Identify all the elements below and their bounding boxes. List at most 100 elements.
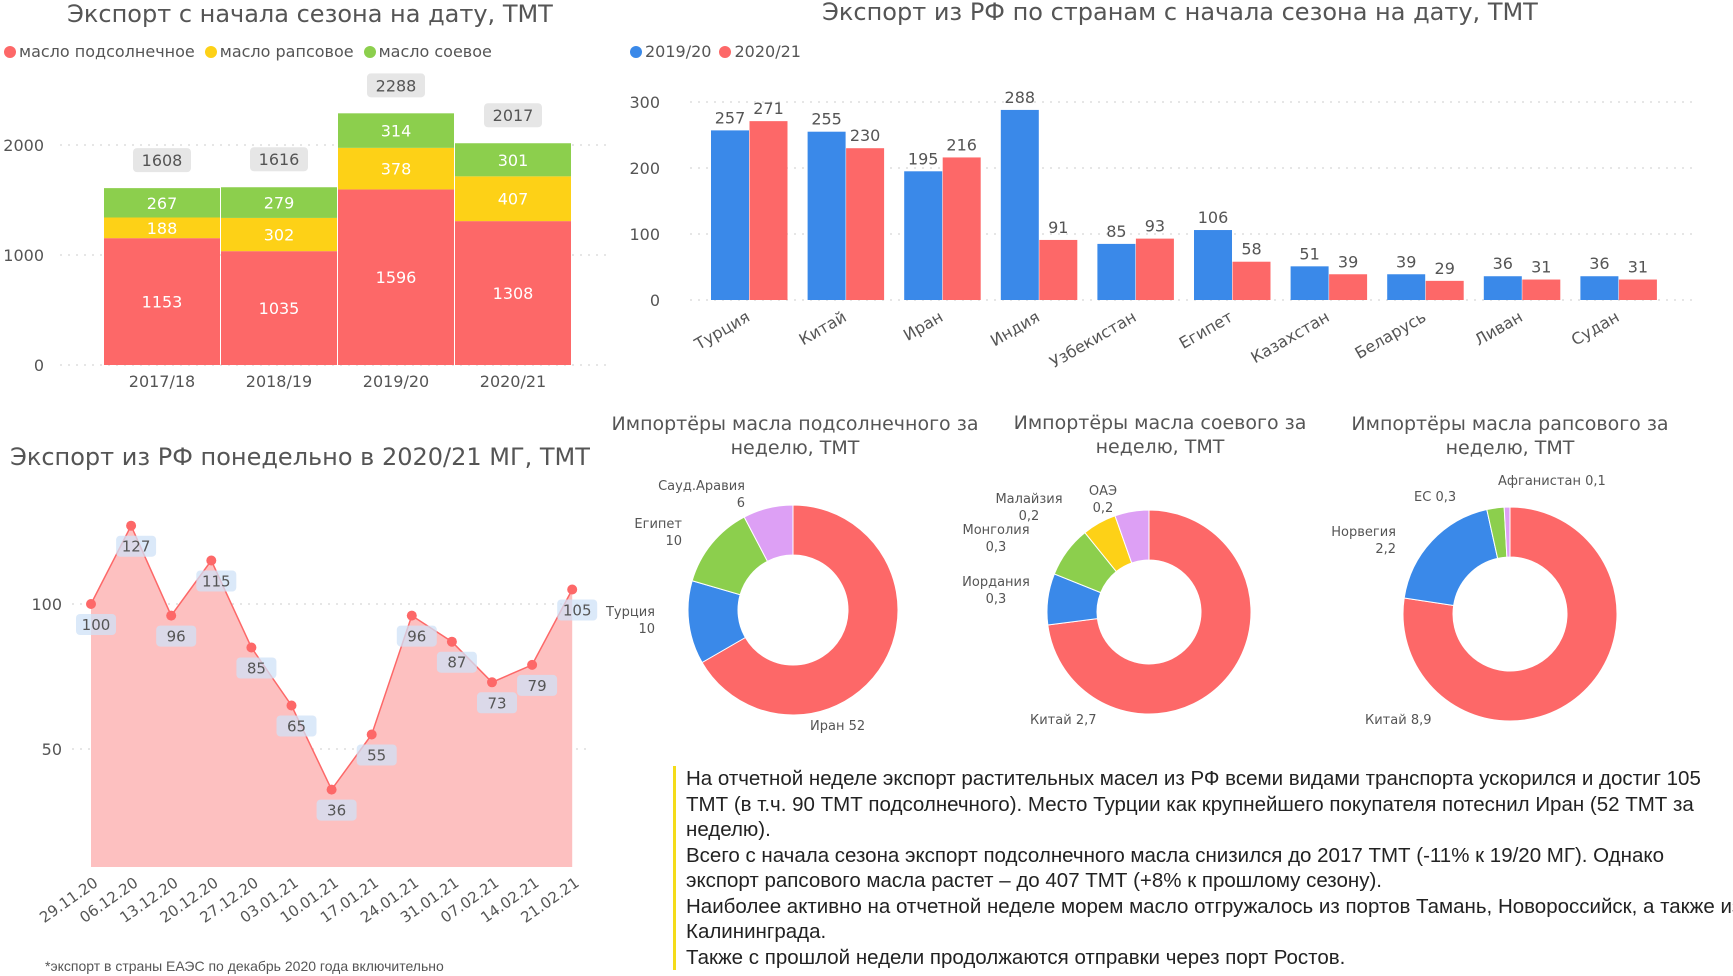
- data-point: [326, 784, 337, 795]
- data-point: [246, 642, 257, 653]
- slice-value: 0,2: [1092, 501, 1114, 516]
- donut-label: Сауд.Аравия 6: [620, 478, 745, 512]
- bar-value-label: 188: [147, 219, 178, 238]
- data-label-badge: [76, 614, 116, 635]
- bar-value-label: 36: [1493, 254, 1513, 273]
- bar-value-label: 216: [946, 135, 977, 154]
- x-tick-label: Казахстан: [1247, 307, 1332, 367]
- y-tick-label: 200: [629, 159, 660, 178]
- bar-value-label: 195: [908, 149, 939, 168]
- total-label: 1608: [142, 151, 183, 170]
- data-point: [567, 584, 578, 595]
- legend-item-2020-21: 2020/21: [719, 42, 801, 61]
- donut-title-rapeseed: Импортёры масла рапсового за неделю, ТМТ: [1351, 413, 1669, 459]
- slice-name: Монголия: [962, 523, 1030, 538]
- donut-label: Китай 8,9: [1365, 712, 1432, 729]
- bar: [1000, 109, 1039, 300]
- data-label: 36: [327, 802, 346, 820]
- bar: [1232, 261, 1271, 300]
- legend-label: 2020/21: [734, 42, 801, 61]
- x-tick-label: 2018/19: [246, 372, 312, 391]
- bar-value-label: 91: [1048, 218, 1068, 237]
- bar-segment: [455, 176, 571, 222]
- x-tick-label: Узбекистан: [1046, 307, 1139, 372]
- slice-name: Норвегия: [1331, 525, 1396, 540]
- bar: [807, 131, 846, 300]
- legend-label: масло подсолнечное: [19, 42, 195, 61]
- bar-value-label: 1596: [376, 268, 417, 287]
- data-point: [206, 555, 217, 566]
- bar: [1387, 274, 1426, 300]
- bar: [1425, 280, 1464, 300]
- bar: [1580, 276, 1619, 300]
- total-label: 2017: [493, 106, 534, 125]
- bar-segment: [338, 189, 454, 365]
- donut-label: Малайзия 0,2: [990, 491, 1068, 525]
- total-label: 1616: [259, 150, 300, 169]
- slice-value: 0,2: [1018, 509, 1040, 524]
- x-tick-label: Индия: [987, 307, 1043, 350]
- donut-slice: [1114, 509, 1150, 564]
- slice-value: 6: [736, 496, 745, 511]
- data-label-badge: [477, 692, 517, 714]
- data-point: [166, 610, 177, 621]
- donut-slice: [1402, 506, 1618, 722]
- bar: [942, 157, 981, 300]
- data-label-badge: [316, 799, 357, 821]
- data-label: 65: [287, 718, 306, 736]
- y-tick-label: 0: [34, 356, 44, 375]
- legend-label: масло рапсовое: [219, 42, 354, 61]
- y-tick-label: 2000: [3, 136, 44, 155]
- bar: [1483, 276, 1522, 300]
- x-tick-label: 2017/18: [129, 372, 195, 391]
- donut-title-soy: Импортёры масла соевого за неделю, ТМТ: [1013, 412, 1307, 458]
- donut-slice: [1503, 506, 1511, 558]
- donut-label: Египет 10: [600, 516, 682, 550]
- bar-value-label: 267: [147, 194, 178, 213]
- donut-label: ЕС 0,3: [1414, 489, 1456, 506]
- data-point: [406, 610, 417, 621]
- x-tick-label: Судан: [1568, 307, 1623, 349]
- slice-name: ОАЭ: [1088, 484, 1118, 499]
- bar: [711, 130, 749, 300]
- bar-value-label: 36: [1589, 254, 1609, 273]
- slice-name: Сауд.Аравия: [658, 479, 745, 494]
- slice-name: Китай: [1365, 713, 1407, 728]
- data-label: 73: [487, 694, 506, 712]
- data-label-badge: [356, 744, 397, 766]
- data-point: [487, 677, 497, 688]
- total-badge: [484, 103, 542, 128]
- donut-title-sunflower: Импортёры масла подсолнечного за неделю,…: [611, 413, 979, 459]
- bar-value-label: 39: [1338, 252, 1358, 271]
- bar-value-label: 271: [753, 99, 784, 118]
- donut-label: Турция 10: [570, 604, 655, 638]
- donut-label: Китай 2,7: [1030, 712, 1097, 729]
- bar-segment: [221, 187, 337, 218]
- commentary-paragraph: Также с прошлой недели продолжаются отпр…: [686, 945, 1346, 969]
- data-label: 127: [122, 538, 151, 556]
- bar-value-label: 230: [850, 126, 881, 145]
- bar-value-label: 31: [1531, 258, 1551, 277]
- data-label: 115: [202, 573, 231, 591]
- x-tick-label: Турция: [690, 307, 753, 354]
- chart-title-weekly-export: Экспорт из РФ понедельно в 2020/21 МГ, Т…: [10, 443, 590, 471]
- bar: [1135, 238, 1174, 300]
- bar: [1522, 279, 1561, 300]
- bar-segment: [104, 238, 220, 365]
- bar-segment: [455, 143, 571, 177]
- data-label-badge: [557, 599, 598, 621]
- data-label-badge: [396, 625, 437, 647]
- bar-segment: [104, 217, 220, 239]
- chart-title-country-export: Экспорт из РФ по странам с начала сезона…: [822, 0, 1538, 26]
- slice-name: Египет: [634, 517, 682, 532]
- donut-label: Афганистан 0,1: [1498, 473, 1606, 490]
- bar-segment: [104, 188, 220, 218]
- y-tick-label: 100: [629, 225, 660, 244]
- x-tick-label: 2020/21: [480, 372, 546, 391]
- donut-slice: [1403, 508, 1499, 607]
- data-label: 85: [247, 660, 266, 678]
- bar-value-label: 378: [381, 160, 412, 179]
- total-label: 2288: [376, 76, 417, 95]
- data-point: [446, 636, 457, 647]
- y-tick-label: 100: [31, 595, 62, 614]
